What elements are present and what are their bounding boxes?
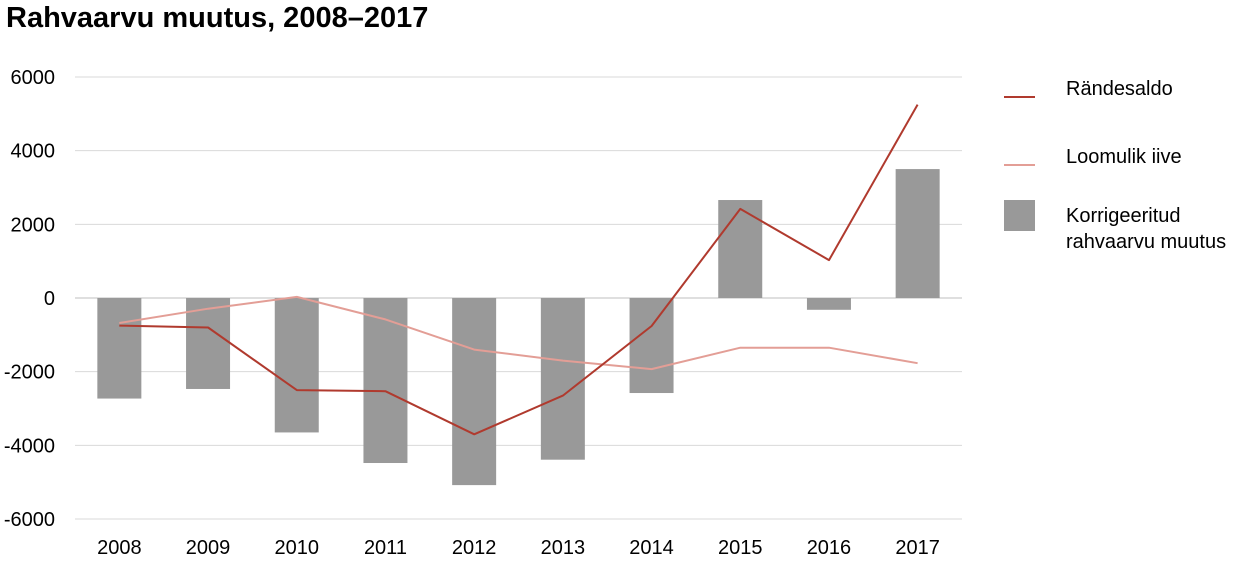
line-loomulik-iive xyxy=(119,295,918,371)
bar-series xyxy=(97,169,940,486)
legend-label: Rändesaldo xyxy=(1066,78,1173,100)
y-tick-label: 4000 xyxy=(11,141,56,163)
bar xyxy=(718,200,763,298)
bar xyxy=(186,298,231,389)
x-axis-ticks: 2008 2009 2010 2011 2012 2013 2014 2015 2016 2017 xyxy=(97,537,940,559)
y-tick-label: 6000 xyxy=(11,67,56,89)
bar xyxy=(363,298,408,464)
bar xyxy=(895,169,940,298)
legend-label: Korrigeeritud xyxy=(1066,205,1181,227)
y-tick-label: -2000 xyxy=(4,362,55,384)
x-tick-label: 2017 xyxy=(895,537,940,559)
x-tick-label: 2016 xyxy=(807,537,852,559)
y-tick-label: -6000 xyxy=(4,509,55,531)
y-axis-ticks: 6000 4000 2000 0 -2000 -4000 -6000 xyxy=(4,67,55,531)
bar xyxy=(274,298,319,433)
bar xyxy=(806,298,851,310)
bar xyxy=(452,298,497,486)
x-tick-label: 2013 xyxy=(541,537,586,559)
y-tick-label: -4000 xyxy=(4,435,55,457)
legend: Rändesaldo Loomulik iive Korrigeeritud rahv… xyxy=(1004,78,1226,253)
chart-title: Rahvaarvu muutus, 2008–2017 xyxy=(6,2,429,34)
x-tick-label: 2008 xyxy=(97,537,142,559)
x-tick-label: 2009 xyxy=(186,537,231,559)
legend-label: Loomulik iive xyxy=(1066,146,1182,168)
legend-label: rahvaarvu muutus xyxy=(1066,231,1226,253)
y-tick-label: 2000 xyxy=(11,214,56,236)
x-tick-label: 2014 xyxy=(629,537,674,559)
bar xyxy=(97,298,142,399)
line-r-ndesaldo xyxy=(119,104,919,436)
bar xyxy=(629,298,674,394)
x-tick-label: 2011 xyxy=(364,537,407,559)
line-series xyxy=(119,104,919,436)
x-tick-label: 2015 xyxy=(718,537,763,559)
bar xyxy=(540,298,585,460)
x-tick-label: 2012 xyxy=(452,537,497,559)
x-tick-label: 2010 xyxy=(275,537,320,559)
legend-box-marker xyxy=(1004,200,1035,231)
y-tick-label: 0 xyxy=(44,288,55,310)
